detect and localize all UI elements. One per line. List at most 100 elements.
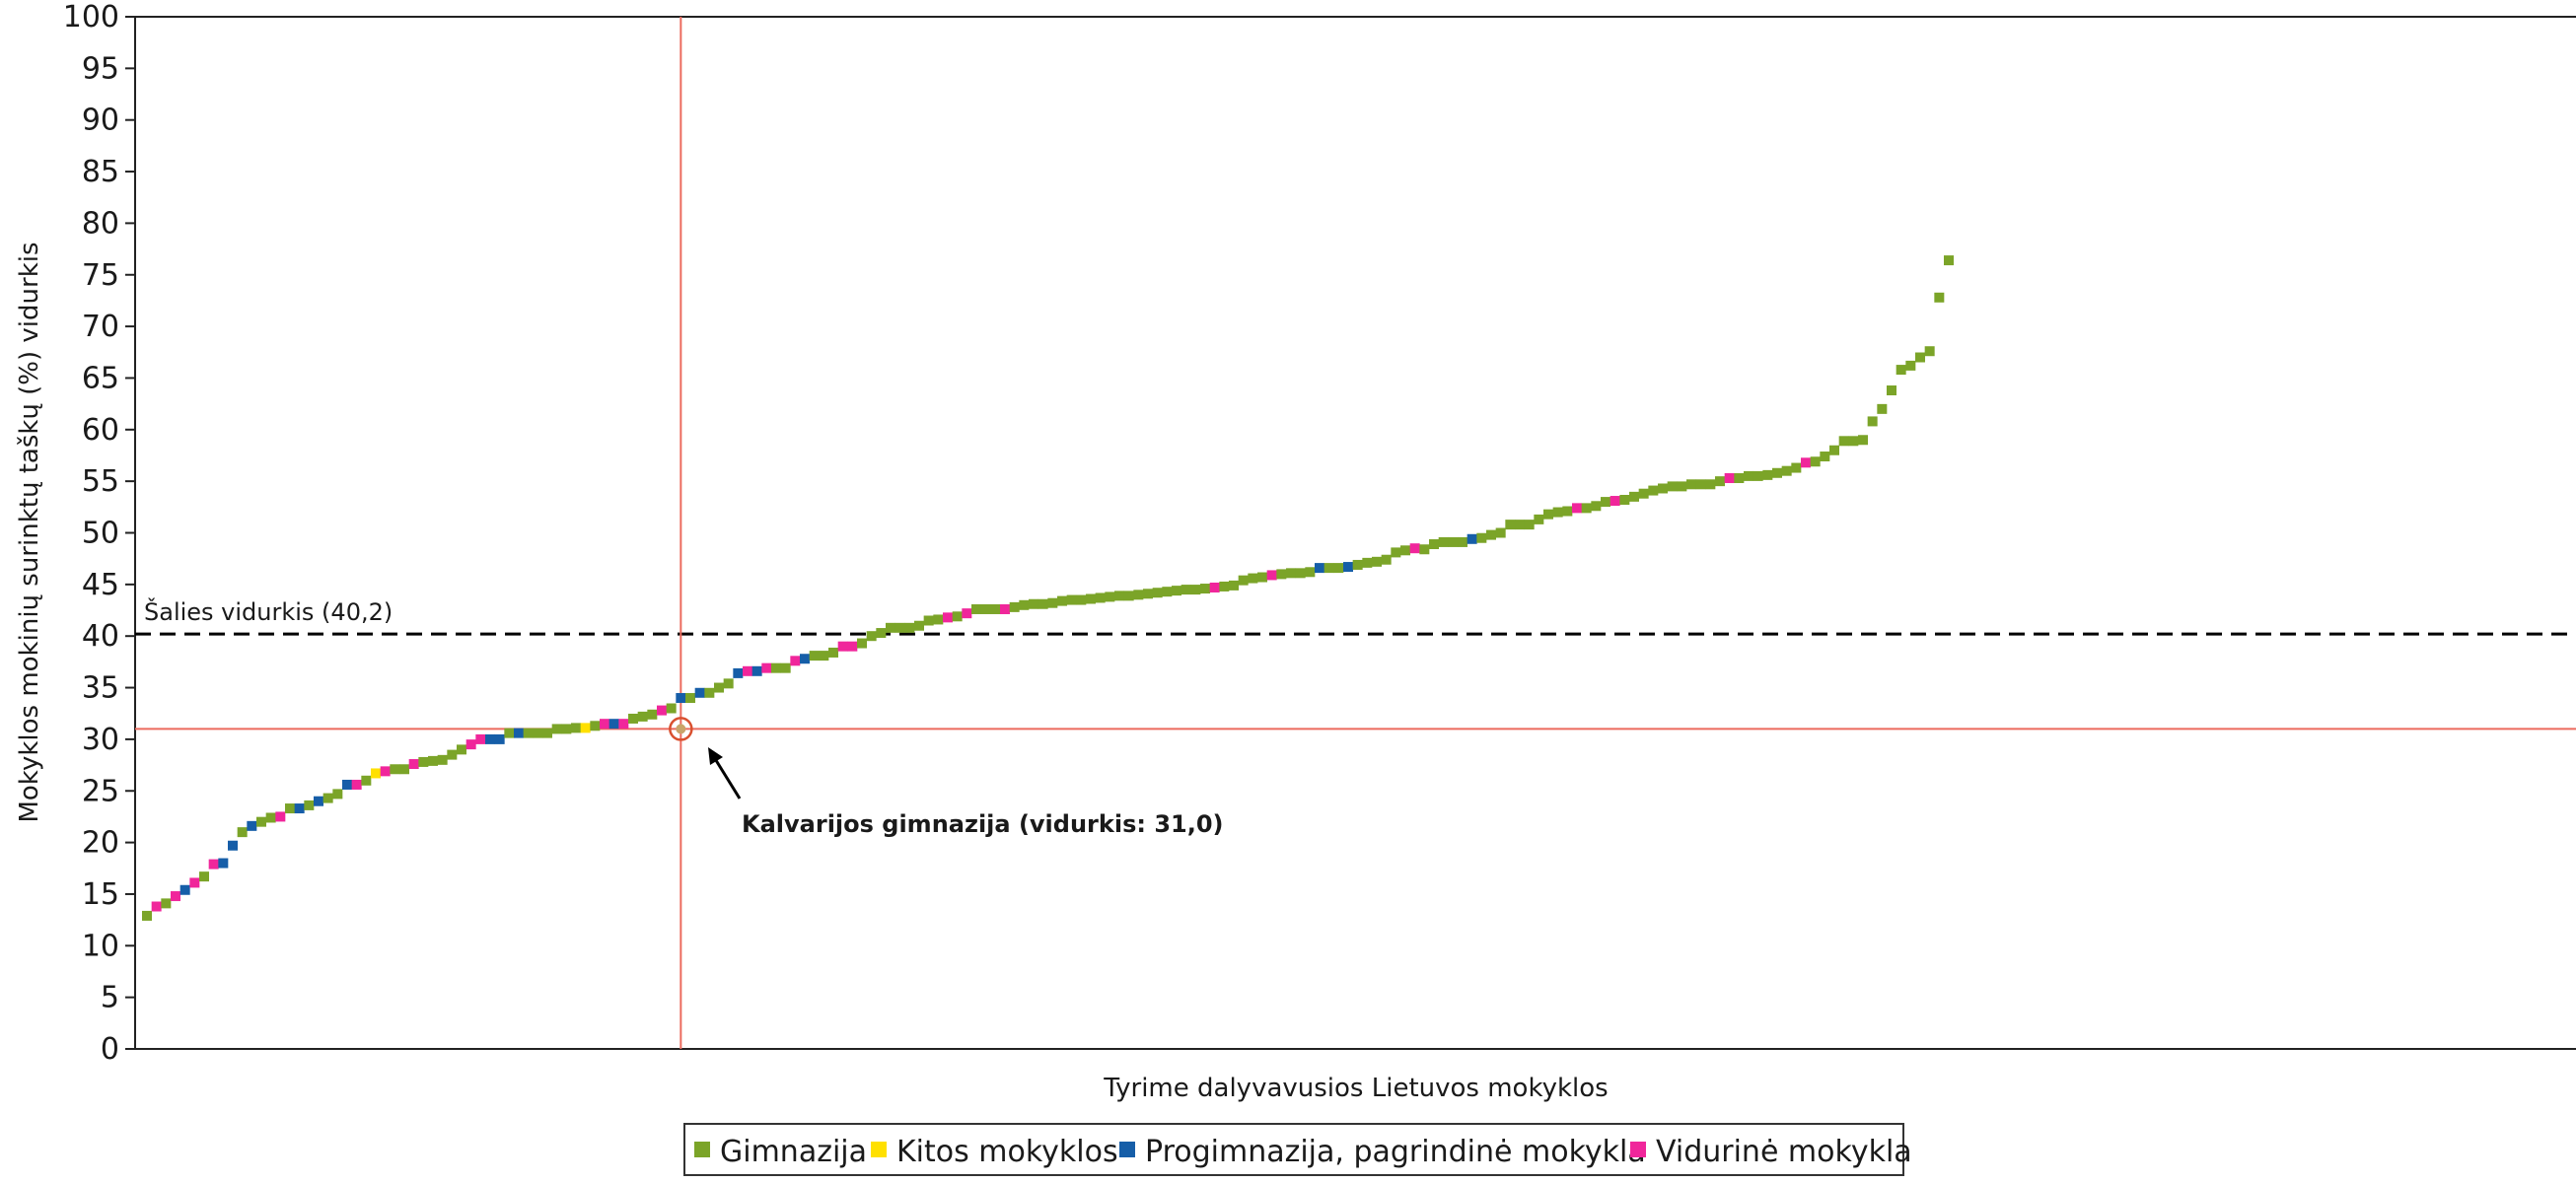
y-axis: 0 5 10 15 20 25 30 35 40 45 50 55 60 65 70 75 80 85 90 95 10… (63, 0, 135, 1067)
y-tick-label: 65 (82, 361, 119, 395)
data-point (1009, 601, 1020, 612)
data-point (1744, 470, 1753, 481)
y-tick-label: 55 (82, 464, 119, 499)
data-point (485, 733, 495, 744)
data-point (904, 622, 915, 633)
data-point (1887, 385, 1896, 396)
data-point (628, 713, 638, 724)
data-point (1257, 572, 1267, 583)
data-point (761, 662, 772, 673)
data-point (294, 803, 305, 814)
data-point (1305, 567, 1316, 578)
data-point (1667, 481, 1678, 492)
data-points (142, 255, 1954, 921)
data-point (285, 803, 295, 814)
legend: Gimnazija Kitos mokyklos Progimnazija, pag… (683, 1123, 1912, 1176)
data-point (828, 647, 838, 658)
y-tick-label: 30 (82, 723, 119, 757)
data-point (1229, 580, 1239, 591)
data-point (1438, 536, 1449, 547)
data-point (1343, 562, 1353, 573)
data-point (1829, 445, 1839, 455)
data-point (1848, 436, 1859, 447)
data-point (1505, 520, 1516, 530)
y-tick-label: 5 (101, 981, 119, 1015)
data-point (1086, 593, 1096, 604)
data-point (437, 754, 448, 765)
data-point (1629, 491, 1639, 502)
data-point (733, 667, 744, 678)
data-point (608, 719, 619, 730)
data-point (447, 749, 458, 760)
x-axis-title: Tyrime dalyvavusios Lietuvos mokyklos (1103, 1074, 1608, 1103)
data-point (151, 901, 162, 912)
data-point (1400, 545, 1410, 556)
legend-label: Gimnazija (720, 1135, 867, 1169)
highlight-point (676, 724, 686, 734)
data-point (685, 693, 695, 704)
data-point (304, 800, 315, 810)
y-tick-label: 90 (82, 104, 119, 138)
data-point (371, 768, 381, 779)
data-point (694, 687, 705, 698)
legend-swatch (1119, 1142, 1135, 1157)
data-point (1238, 575, 1249, 586)
y-tick-label: 20 (82, 826, 119, 861)
data-point (561, 724, 572, 734)
data-point (1753, 470, 1763, 481)
data-point (1200, 584, 1210, 594)
data-point (1172, 586, 1181, 596)
data-point (923, 615, 934, 626)
data-point (332, 789, 343, 800)
data-point (1581, 503, 1592, 514)
data-point (1552, 507, 1563, 518)
data-point (1858, 435, 1868, 446)
data-point (533, 728, 543, 738)
data-point (1143, 589, 1153, 599)
data-point (1476, 532, 1487, 543)
data-point (1123, 591, 1134, 601)
data-point (142, 910, 152, 921)
data-point (1162, 587, 1173, 597)
data-point (1019, 599, 1030, 610)
legend-box (683, 1123, 1904, 1176)
data-point (457, 744, 466, 755)
data-point (1781, 465, 1792, 476)
data-point (1029, 598, 1038, 609)
data-point (1248, 573, 1258, 584)
data-point (1543, 509, 1553, 520)
data-point (504, 728, 515, 738)
data-point (247, 820, 257, 831)
data-point (1534, 514, 1544, 524)
data-point (1495, 527, 1506, 538)
legend-label: Kitos mokyklos (896, 1135, 1118, 1169)
data-point (1458, 536, 1467, 547)
data-point (218, 858, 229, 869)
highlight-label: Kalvarijos gimnazija (vidurkis: 31,0) (742, 810, 1224, 838)
data-point (1076, 594, 1087, 605)
data-point (1448, 536, 1459, 547)
data-point (1038, 598, 1048, 609)
data-point (1372, 556, 1382, 567)
data-point (837, 641, 848, 652)
data-point (1934, 292, 1945, 303)
data-point (1801, 457, 1811, 468)
data-point (1610, 496, 1620, 507)
data-point (1810, 456, 1821, 467)
data-point (751, 665, 762, 676)
data-point (990, 603, 1001, 614)
data-point (618, 719, 629, 730)
data-point (475, 733, 486, 744)
y-tick-label: 40 (82, 619, 119, 654)
data-point (1820, 452, 1830, 462)
y-tick-label: 100 (63, 0, 119, 35)
data-point (1219, 581, 1230, 592)
data-point (1467, 533, 1477, 544)
data-point (914, 620, 924, 631)
data-point (1295, 568, 1306, 579)
data-point (351, 779, 362, 790)
data-point (1915, 352, 1925, 363)
data-point (1791, 462, 1802, 473)
